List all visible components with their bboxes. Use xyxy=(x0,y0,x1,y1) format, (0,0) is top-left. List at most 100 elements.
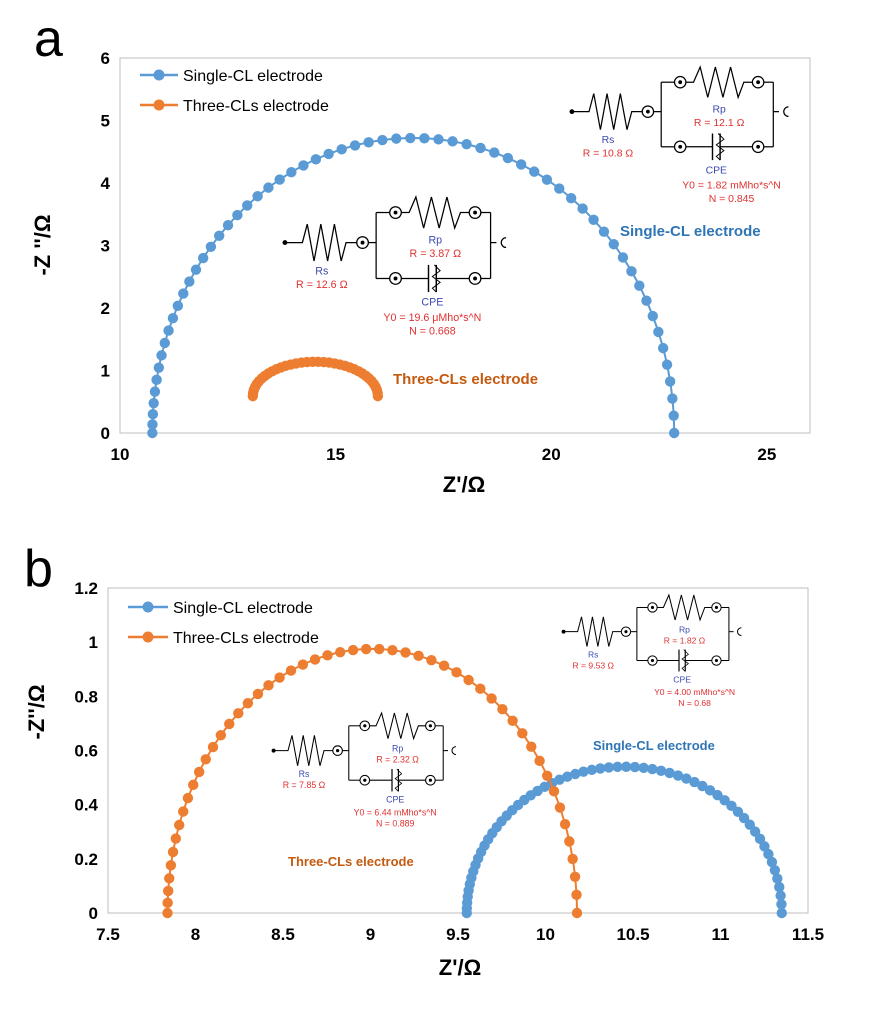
rs-value: R = 9.53 Ω xyxy=(572,660,614,670)
y-tick-label: 0 xyxy=(101,424,110,443)
data-point xyxy=(222,220,234,231)
data-point xyxy=(163,325,174,336)
data-point xyxy=(232,209,243,221)
x-axis-label-b: Z'/Ω xyxy=(439,955,481,980)
data-point xyxy=(541,770,553,781)
y-axis-label-b: -Z''/Ω xyxy=(24,685,49,740)
cpe-label: CPE xyxy=(673,674,691,684)
terminal-cap-icon xyxy=(783,106,789,118)
series-marks-b xyxy=(162,643,787,919)
legend-label-single-b: Single-CL electrode xyxy=(173,600,313,617)
data-point xyxy=(207,741,219,753)
data-point xyxy=(172,300,184,312)
data-point xyxy=(672,770,684,781)
data-point xyxy=(565,192,577,204)
data-point xyxy=(242,200,253,211)
data-point xyxy=(322,650,333,661)
data-point xyxy=(577,203,588,214)
data-point xyxy=(323,148,334,160)
data-point xyxy=(774,881,785,893)
data-point xyxy=(310,154,322,165)
y-tick-label: 0.6 xyxy=(74,742,98,761)
data-point xyxy=(621,761,632,772)
legend-marker-three-a xyxy=(153,99,165,111)
cpe-n: N = 0.668 xyxy=(409,326,456,338)
panel-label-b: b xyxy=(24,540,53,598)
data-point xyxy=(377,134,388,146)
data-point xyxy=(668,427,680,439)
data-point xyxy=(766,856,778,868)
data-point xyxy=(664,767,675,779)
rs-value: R = 7.85 Ω xyxy=(283,780,326,790)
data-point xyxy=(162,907,173,919)
cpe-label: CPE xyxy=(706,165,727,176)
data-point xyxy=(372,390,384,402)
rp-value: R = 3.87 Ω xyxy=(410,248,462,260)
data-point xyxy=(772,873,783,884)
data-point xyxy=(559,819,571,830)
data-point xyxy=(486,693,497,704)
data-point xyxy=(497,703,508,715)
plot-area-a xyxy=(119,57,811,434)
circuit-single-a: Rs R = 10.8 Ω Rp R = 12.1 Ω CPE Y0 = 1.8… xyxy=(569,65,789,205)
data-point xyxy=(578,766,589,777)
rs-label: Rs xyxy=(315,266,328,278)
data-point xyxy=(612,761,623,773)
data-point xyxy=(252,191,263,202)
data-point xyxy=(167,312,179,324)
data-point xyxy=(447,136,458,147)
rp-resistor-icon xyxy=(685,65,753,100)
data-point xyxy=(667,393,678,404)
series-marks-a xyxy=(147,132,680,439)
data-point xyxy=(529,166,540,177)
data-point xyxy=(603,762,615,773)
cpe-y0: Y0 = 6.44 mMho*s^N xyxy=(354,807,437,817)
data-point xyxy=(534,755,545,767)
rs-resistor-icon xyxy=(565,616,622,647)
data-point xyxy=(689,776,700,788)
rs-resistor-icon xyxy=(286,223,357,262)
data-point xyxy=(298,160,309,171)
data-point xyxy=(638,762,649,774)
data-point xyxy=(335,646,346,658)
legend-label-three-b: Three-CLs electrode xyxy=(173,630,319,647)
data-point xyxy=(586,764,598,776)
data-point xyxy=(286,166,297,178)
x-tick-label: 7.5 xyxy=(96,925,120,944)
data-point xyxy=(554,802,566,813)
rp-label: Rp xyxy=(712,105,726,116)
data-point xyxy=(461,139,472,150)
data-point xyxy=(475,142,486,154)
data-point xyxy=(776,899,787,910)
x-tick-label: 11 xyxy=(712,925,730,944)
data-point xyxy=(153,362,165,373)
x-tick-label: 15 xyxy=(326,445,345,464)
data-point xyxy=(664,376,676,387)
legend-marker-single-a xyxy=(153,69,165,81)
terminal-cap-icon xyxy=(451,746,457,756)
data-point xyxy=(562,771,573,782)
data-point xyxy=(263,182,274,193)
data-point xyxy=(213,230,225,242)
rp-resistor-icon xyxy=(657,593,712,622)
data-point xyxy=(554,774,565,785)
data-point xyxy=(526,741,537,752)
data-point xyxy=(426,655,437,666)
data-point xyxy=(149,386,161,397)
data-point xyxy=(197,252,209,264)
data-point xyxy=(463,674,474,686)
series-line xyxy=(151,136,676,434)
data-point xyxy=(661,359,673,370)
data-point xyxy=(507,715,518,726)
data-point xyxy=(668,410,679,421)
rs-value: R = 10.8 Ω xyxy=(583,148,634,159)
rp-value: R = 1.82 Ω xyxy=(664,635,706,645)
y-tick-label: 1.2 xyxy=(74,579,98,598)
data-point xyxy=(162,897,173,909)
x-tick-label: 10.5 xyxy=(616,925,649,944)
series-line xyxy=(465,765,783,914)
data-point xyxy=(775,890,786,901)
y-tick-label: 5 xyxy=(101,112,110,131)
y-tick-label: 4 xyxy=(101,174,111,193)
